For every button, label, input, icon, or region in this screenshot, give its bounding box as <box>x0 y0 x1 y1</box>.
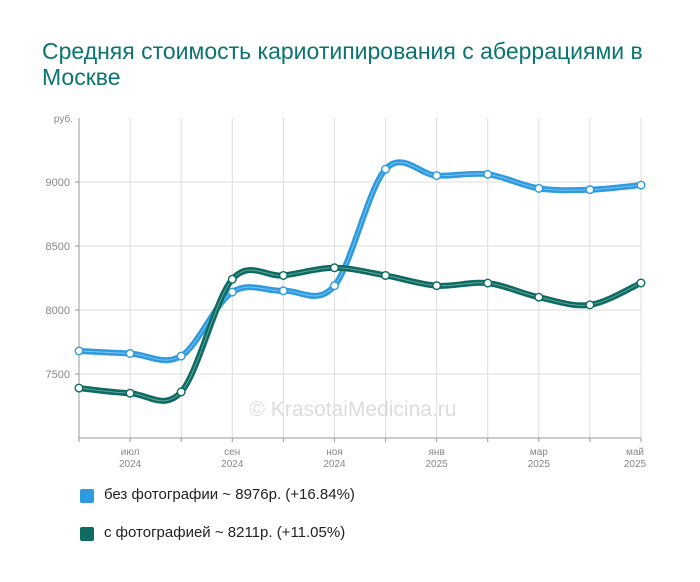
series-line-with-photo <box>76 264 644 404</box>
x-tick-label-month: сен <box>224 447 240 458</box>
legend-label-with-photo: с фотографией ~ 8211р. (+11.05%) <box>104 524 346 541</box>
series-line-highlight-with-photo <box>78 267 642 402</box>
y-tick-label: 7500 <box>46 369 70 381</box>
legend-swatch-with-photo <box>80 527 94 541</box>
x-tick-label-month: май <box>626 447 644 458</box>
watermark: © KrasotaiMedicina.ru <box>250 398 457 421</box>
data-point-with-photo <box>636 278 646 288</box>
data-point-without-photo <box>483 169 493 179</box>
data-point-without-photo <box>534 183 544 193</box>
data-point-without-photo <box>636 180 646 190</box>
y-tick-label: 8000 <box>46 305 70 317</box>
data-point-without-photo <box>329 281 339 291</box>
data-point-with-photo <box>227 274 237 284</box>
series-lines <box>74 159 646 404</box>
axes <box>75 118 642 442</box>
data-point-with-photo <box>432 281 442 291</box>
x-tick-label-year: 2025 <box>426 459 449 470</box>
grid-lines <box>78 118 642 438</box>
series-line-without-photo <box>76 159 644 364</box>
x-tick-label-month: янв <box>429 447 445 458</box>
y-tick-label: 9000 <box>46 177 70 189</box>
y-tick-label: 8500 <box>46 241 70 253</box>
x-tick-label-year: 2025 <box>528 459 551 470</box>
x-tick-label-year: 2024 <box>323 459 346 470</box>
data-point-without-photo <box>125 349 135 359</box>
data-point-without-photo <box>585 185 595 195</box>
x-tick-label-year: 2025 <box>624 459 647 470</box>
data-point-without-photo <box>278 286 288 296</box>
data-point-with-photo <box>125 388 135 398</box>
data-point-with-photo <box>278 270 288 280</box>
data-point-with-photo <box>483 278 493 288</box>
data-point-without-photo <box>176 351 186 361</box>
data-point-without-photo <box>381 164 391 174</box>
data-point-with-photo <box>534 292 544 302</box>
x-tick-label-month: ноя <box>326 447 343 458</box>
x-tick-label-year: 2024 <box>119 459 142 470</box>
data-point-without-photo <box>74 346 84 356</box>
data-point-with-photo <box>585 300 595 310</box>
tick-labels: 7500800085009000руб.июл2024сен2024ноя202… <box>46 113 647 470</box>
data-point-with-photo <box>329 263 339 273</box>
x-tick-label-month: июл <box>121 447 140 458</box>
x-tick-label-month: мар <box>530 447 548 458</box>
legend-swatch-without-photo <box>80 489 94 503</box>
legend-label-without-photo: без фотографии ~ 8976р. (+16.84%) <box>104 486 355 503</box>
x-tick-label-year: 2024 <box>221 459 244 470</box>
data-point-with-photo <box>176 387 186 397</box>
data-point-without-photo <box>432 171 442 181</box>
data-point-without-photo <box>227 287 237 297</box>
data-point-with-photo <box>74 383 84 393</box>
chart-title: Средняя стоимость кариотипирования с абе… <box>42 38 643 90</box>
data-point-with-photo <box>381 270 391 280</box>
y-axis-unit-label: руб. <box>54 113 73 125</box>
